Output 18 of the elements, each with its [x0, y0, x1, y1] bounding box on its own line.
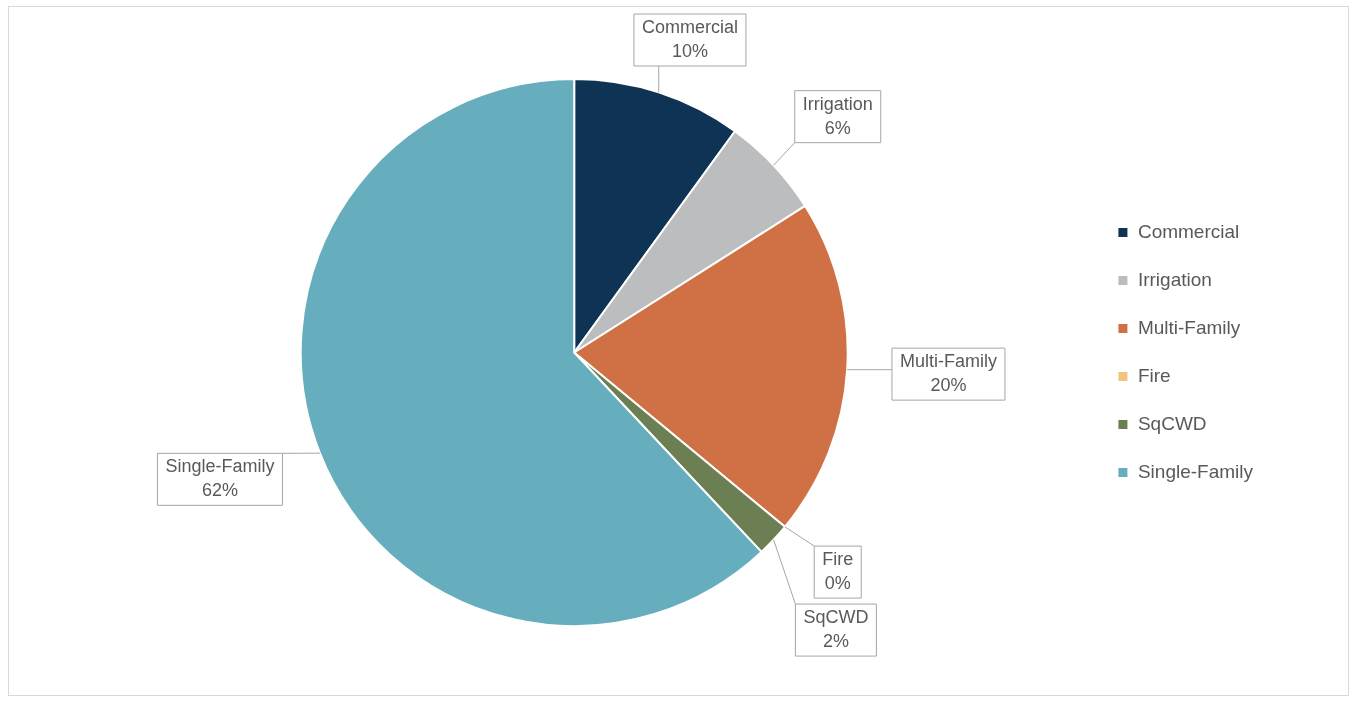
- slice-label: SqCWD: [803, 607, 869, 628]
- slice-label: Commercial: [641, 16, 738, 37]
- legend-label: Multi-Family: [1137, 316, 1241, 338]
- text: 0%: [824, 573, 851, 594]
- legend-label: Commercial: [1137, 220, 1240, 242]
- data-label: 6%: [824, 117, 851, 138]
- slice-label: Irrigation: [802, 93, 873, 114]
- legend-label: Irrigation: [1137, 268, 1212, 290]
- category-label: Fire: [822, 549, 854, 570]
- legend-label: Fire: [1137, 364, 1171, 386]
- legend-label: Single-Family: [1137, 460, 1254, 482]
- data-label: 10%: [671, 40, 708, 61]
- slice-label: Single-Family: [165, 456, 275, 477]
- legend-label: SqCWD: [1137, 412, 1207, 434]
- data-label: 20%: [930, 375, 967, 396]
- slice-label: Multi-Family: [899, 351, 997, 372]
- data-label: 2%: [822, 631, 849, 652]
- data-label: 62%: [201, 480, 238, 501]
